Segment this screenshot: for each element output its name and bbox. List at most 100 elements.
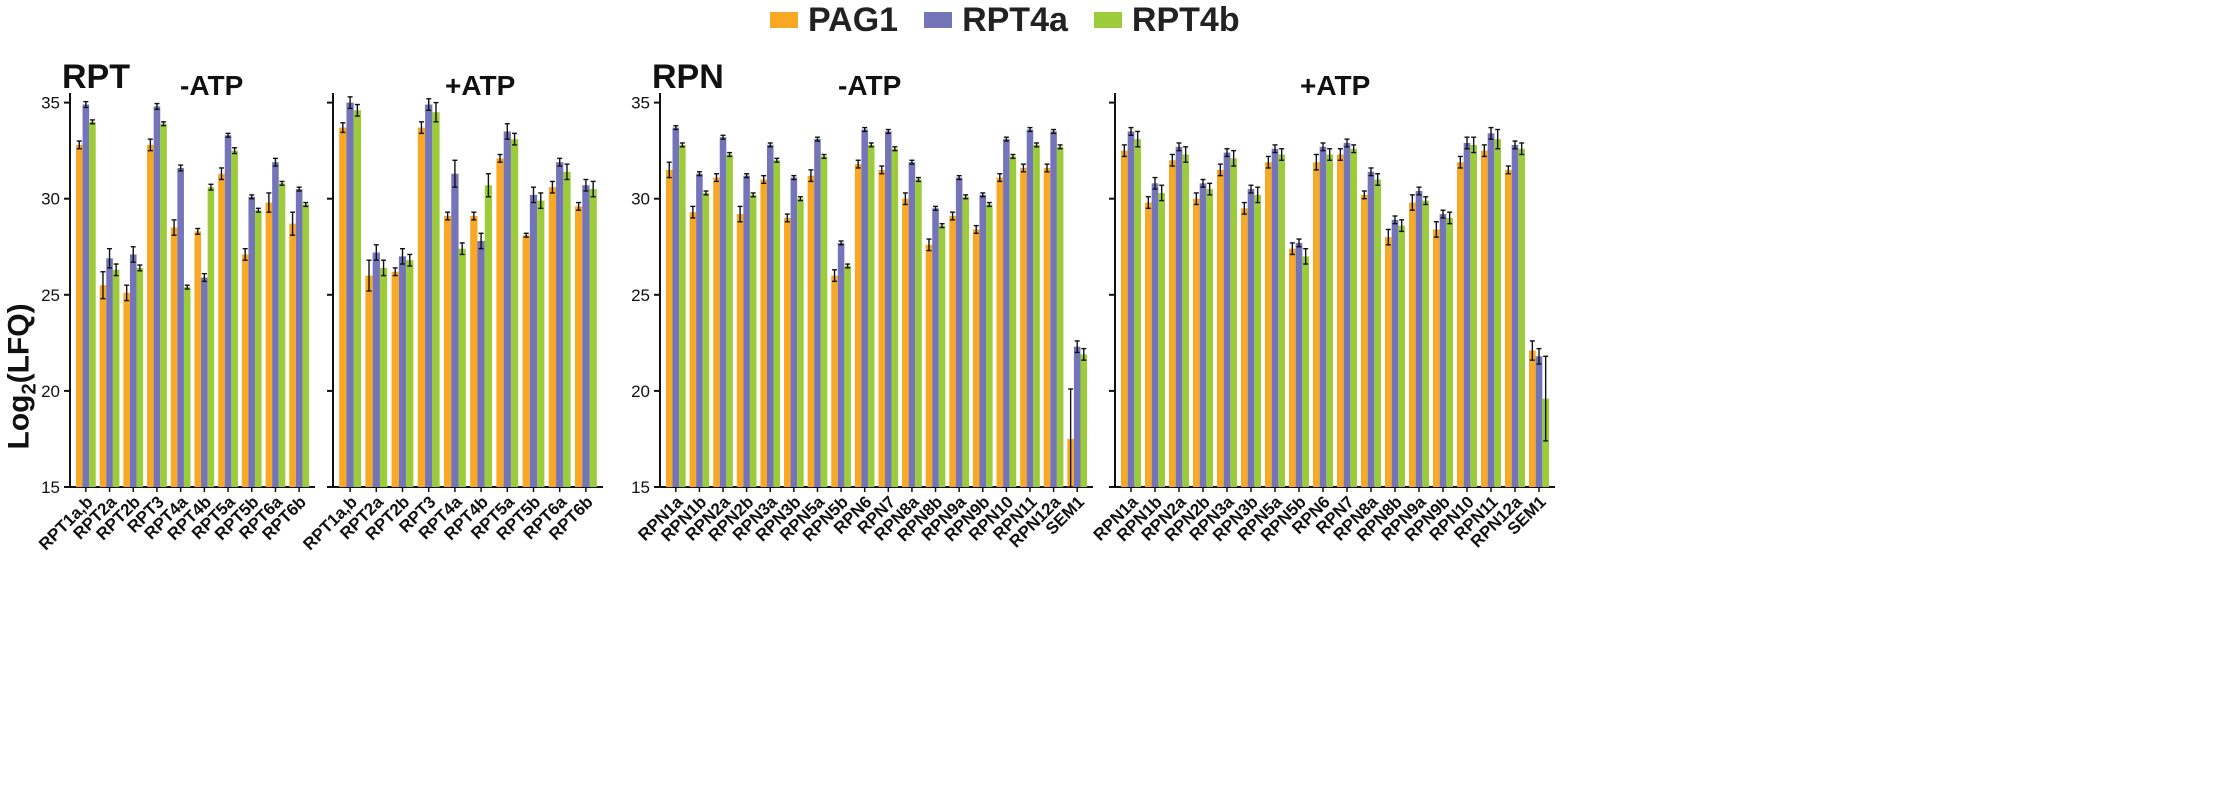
bar-rpt-atp-6-1 (224, 135, 232, 487)
legend-label-rpt4b: RPT4b (1131, 0, 1240, 39)
bar-rpt-atp-7-1 (248, 196, 256, 487)
bar-rpt-atp-7-0 (241, 254, 249, 487)
bar-rpn-atp-2-1 (1175, 146, 1183, 487)
bar-rpt-atp-9-2 (302, 204, 310, 487)
bar-rpn-atp-5-1 (790, 177, 798, 487)
bar-rpn-atp-15-0 (1020, 167, 1027, 487)
bar-rpt-atp-6-2 (231, 150, 238, 487)
bar-rpn-atp-14-1 (1463, 142, 1471, 487)
y-tick-label-rpn-atp-20: 20 (631, 382, 650, 401)
bar-rpn-atp-4-0 (1217, 169, 1224, 487)
bar-rpn-atp-4-1 (766, 144, 774, 487)
bar-rpn-atp-12-1 (955, 177, 963, 487)
bar-rpt-atp-6-0 (496, 158, 504, 487)
bar-rpn-atp-17-1 (1535, 356, 1543, 487)
bar-rpt-atp-0-1 (82, 104, 90, 487)
bar-rpt-atp-3-2 (160, 123, 167, 487)
bar-rpn-atp-2-0 (713, 177, 720, 487)
y-tick-label-rpn-atp-25: 25 (631, 286, 650, 305)
bar-rpt-atp-8-0 (548, 187, 557, 488)
legend-item-pag1: PAG1 (770, 1, 898, 40)
bar-rpn-atp-12-1 (1415, 191, 1423, 487)
bar-rpn-atp-15-1 (1026, 129, 1034, 487)
bar-rpn-atp-1-1 (1151, 183, 1159, 487)
bar-rpn-atp-2-0 (1169, 160, 1176, 487)
bar-rpt-atp-9-0 (574, 206, 583, 487)
bar-rpt-atp-1-0 (365, 275, 373, 487)
bar-rpt-atp-2-0 (123, 292, 130, 487)
bar-rpt-atp-6-0 (218, 173, 225, 487)
bar-rpt-atp-0-2 (89, 121, 96, 487)
bar-rpt-atp-1-2 (112, 269, 120, 487)
bar-rpn-atp-17-0 (1529, 350, 1536, 487)
y-tick-label-rpn-atp-30: 30 (631, 190, 650, 209)
bar-rpn-atp-1-2 (702, 192, 710, 487)
bar-rpt-atp-7-0 (522, 235, 530, 487)
bar-rpn-atp-4-1 (1223, 152, 1231, 487)
bar-rpt-atp-5-0 (194, 231, 202, 487)
bar-rpn-atp-15-0 (1481, 150, 1488, 487)
bar-rpn-atp-1-2 (1158, 192, 1165, 487)
bar-rpt-atp-0-2 (353, 110, 362, 488)
bar-rpt-atp-2-2 (136, 267, 144, 487)
bar-rpn-atp-11-1 (932, 208, 939, 487)
bar-rpt-atp-1-0 (99, 285, 107, 487)
bar-rpn-atp-10-1 (908, 162, 916, 487)
legend: PAG1 RPT4a RPT4b (770, 0, 1266, 40)
bar-rpn-atp-1-1 (696, 173, 703, 487)
bar-rpn-atp-6-0 (1265, 162, 1272, 487)
y-tick-label-rpt-atp-15: 15 (41, 478, 60, 497)
bar-rpn-atp-12-0 (1409, 202, 1416, 488)
bar-rpn-atp-9-2 (1350, 148, 1357, 488)
bar-rpn-atp-6-0 (807, 175, 815, 487)
bar-rpn-atp-14-2 (1470, 144, 1477, 487)
legend-swatch-rpt4a (924, 12, 953, 28)
bar-rpn-atp-10-2 (915, 179, 922, 488)
legend-swatch-rpt4b (1093, 12, 1122, 28)
bar-rpt-atp-9-1 (582, 185, 590, 487)
bar-rpn-atp-10-2 (1374, 179, 1381, 488)
y-tick-label-rpt-atp-20: 20 (41, 382, 60, 401)
bar-rpt-atp-8-2 (278, 183, 286, 487)
bar-rpt-atp-7-2 (537, 200, 545, 487)
bar-rpn-atp-11-2 (938, 225, 946, 488)
bar-rpn-atp-11-0 (925, 244, 933, 487)
bar-rpn-atp-16-1 (1050, 131, 1057, 487)
bar-rpt-atp-4-2 (183, 287, 191, 487)
bar-rpn-atp-0-1 (1127, 131, 1135, 487)
bar-rpn-atp-16-0 (1505, 169, 1512, 487)
bar-rpt-atp-8-1 (272, 162, 279, 487)
bar-rpn-atp-11-2 (1398, 225, 1405, 488)
bar-rpt-atp-1-2 (379, 267, 388, 487)
bar-rpt-atp-6-2 (510, 139, 519, 487)
bar-rpt-atp-3-2 (432, 112, 440, 487)
bar-rpt-atp-2-1 (129, 254, 137, 487)
bar-rpn-atp-7-0 (831, 275, 838, 487)
bar-rpn-atp-14-0 (1457, 162, 1464, 487)
bar-rpn-atp-6-2 (820, 156, 828, 488)
panel-title-rpn-plus-atp: +ATP (1300, 70, 1371, 101)
bar-rpt-atp-5-1 (477, 240, 485, 487)
bar-rpt-atp-0-0 (339, 127, 347, 487)
bar-rpn-atp-5-2 (1254, 194, 1261, 488)
bar-rpt-atp-3-1 (153, 106, 161, 487)
bar-rpn-atp-9-0 (1337, 154, 1344, 487)
group-title-rpt: RPT (62, 58, 130, 96)
bar-rpt-atp-4-0 (170, 227, 178, 487)
bar-rpn-atp-16-1 (1511, 144, 1519, 487)
bar-rpn-atp-0-1 (672, 127, 680, 487)
bar-rpn-atp-3-1 (1199, 183, 1207, 487)
bar-rpt-atp-4-0 (443, 216, 452, 487)
legend-item-rpt4a: RPT4a (924, 1, 1068, 40)
bar-rpt-atp-5-2 (484, 185, 493, 487)
legend-swatch-pag1 (770, 12, 798, 28)
bar-rpt-atp-9-1 (295, 189, 303, 487)
bar-rpn-atp-6-2 (1278, 154, 1285, 487)
bar-rpn-atp-17-2 (1080, 354, 1088, 487)
panel-title-rpt-plus-atp: +ATP (445, 70, 516, 101)
y-tick-label-rpt-atp-30: 30 (41, 190, 60, 209)
bar-rpn-atp-10-0 (1361, 194, 1368, 488)
bar-rpn-atp-3-0 (1193, 198, 1200, 487)
bar-rpn-atp-1-0 (689, 212, 697, 487)
